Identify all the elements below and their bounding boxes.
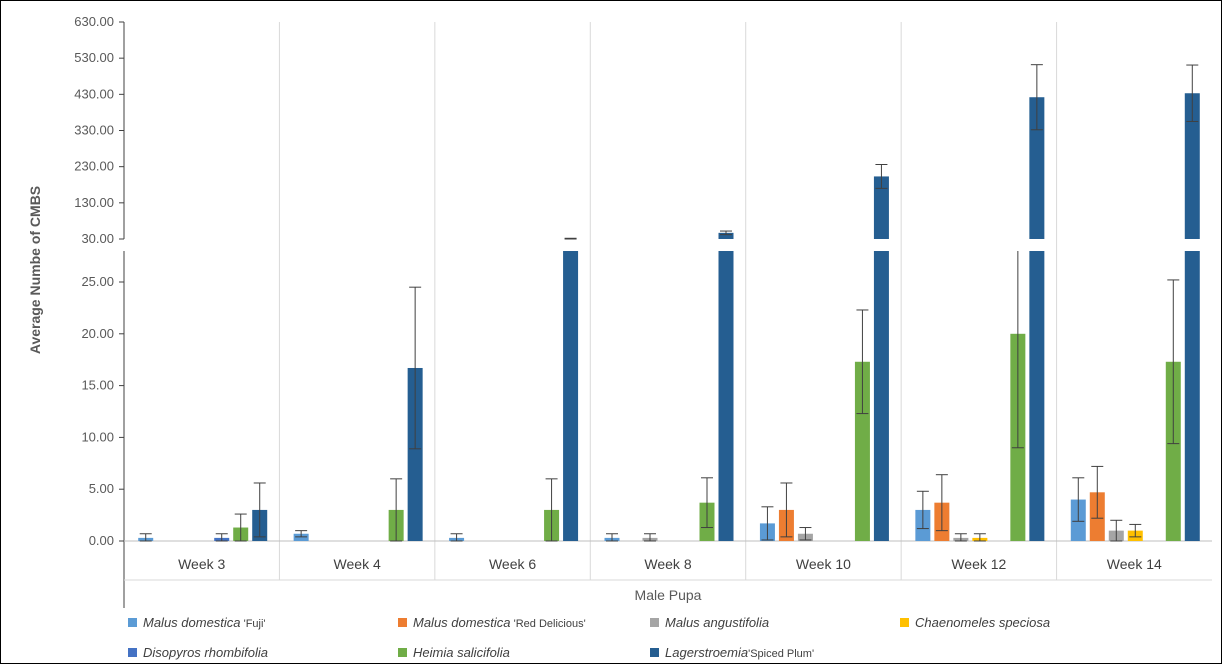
y-tick-label: 5.00 bbox=[89, 481, 114, 496]
category-label: Week 14 bbox=[1107, 556, 1162, 572]
y-tick-label: 10.00 bbox=[81, 429, 114, 444]
category-label: Week 4 bbox=[334, 556, 381, 572]
y-tick-label: 430.00 bbox=[74, 86, 114, 101]
category-label: Week 8 bbox=[644, 556, 691, 572]
legend-swatch bbox=[398, 618, 407, 627]
bar bbox=[718, 251, 734, 541]
category-label: Week 6 bbox=[489, 556, 536, 572]
legend-swatch bbox=[650, 618, 659, 627]
bar bbox=[563, 251, 579, 541]
legend-label: Lagerstroemia'Spiced Plum' bbox=[665, 645, 814, 660]
category-labels: Week 3 Week 4 Week 6 Week 8 Week 10 Week 12 We… bbox=[178, 556, 1162, 572]
tick-labels: 630.00 530.00 430.00 330.00 230.00 130.00 30.0… bbox=[74, 14, 124, 548]
legend-label: Malus domestica 'Red Delicious' bbox=[413, 615, 586, 630]
legend-label: Heimia salicifolia bbox=[413, 645, 510, 660]
bar bbox=[1184, 251, 1200, 541]
bar bbox=[1029, 97, 1045, 239]
y-tick-label: 630.00 bbox=[74, 14, 114, 29]
category-label: Week 10 bbox=[796, 556, 851, 572]
bar bbox=[873, 251, 889, 541]
category-label: Week 3 bbox=[178, 556, 225, 572]
legend-swatch bbox=[398, 648, 407, 657]
bar bbox=[1029, 251, 1045, 541]
bar bbox=[854, 361, 870, 541]
y-tick-label: 30.00 bbox=[81, 231, 114, 246]
y-tick-label: 25.00 bbox=[81, 274, 114, 289]
y-tick-label: 15.00 bbox=[81, 378, 114, 393]
legend-swatch bbox=[128, 618, 137, 627]
legend: Malus domestica 'Fuji' Malus domestica 'R… bbox=[128, 615, 1050, 660]
bar bbox=[1165, 361, 1181, 541]
y-tick-label: 530.00 bbox=[74, 50, 114, 65]
error-bars bbox=[139, 64, 1199, 542]
y-tick-label: 0.00 bbox=[89, 533, 114, 548]
y-axis-label: Average Numbe of CMBS bbox=[27, 186, 43, 354]
axes bbox=[123, 22, 1212, 608]
bar bbox=[718, 232, 734, 239]
legend-label: Malus domestica 'Fuji' bbox=[143, 615, 266, 630]
bar bbox=[293, 533, 309, 541]
y-tick-label: 330.00 bbox=[74, 123, 114, 138]
bar bbox=[407, 367, 423, 541]
bar bbox=[1184, 93, 1200, 239]
y-tick-label: 230.00 bbox=[74, 159, 114, 174]
x-axis-label: Male Pupa bbox=[635, 587, 702, 603]
legend-swatch bbox=[128, 648, 137, 657]
legend-swatch bbox=[650, 648, 659, 657]
y-tick-label: 20.00 bbox=[81, 326, 114, 341]
category-label: Week 12 bbox=[951, 556, 1006, 572]
bars bbox=[138, 93, 1200, 541]
legend-label: Disopyros rhombifolia bbox=[143, 645, 268, 660]
legend-swatch bbox=[900, 618, 909, 627]
category-gridlines bbox=[278, 22, 1058, 580]
bar bbox=[873, 176, 889, 239]
legend-label: Chaenomeles speciosa bbox=[915, 615, 1050, 630]
y-tick-label: 130.00 bbox=[74, 195, 114, 210]
legend-label: Malus angustifolia bbox=[665, 615, 769, 630]
